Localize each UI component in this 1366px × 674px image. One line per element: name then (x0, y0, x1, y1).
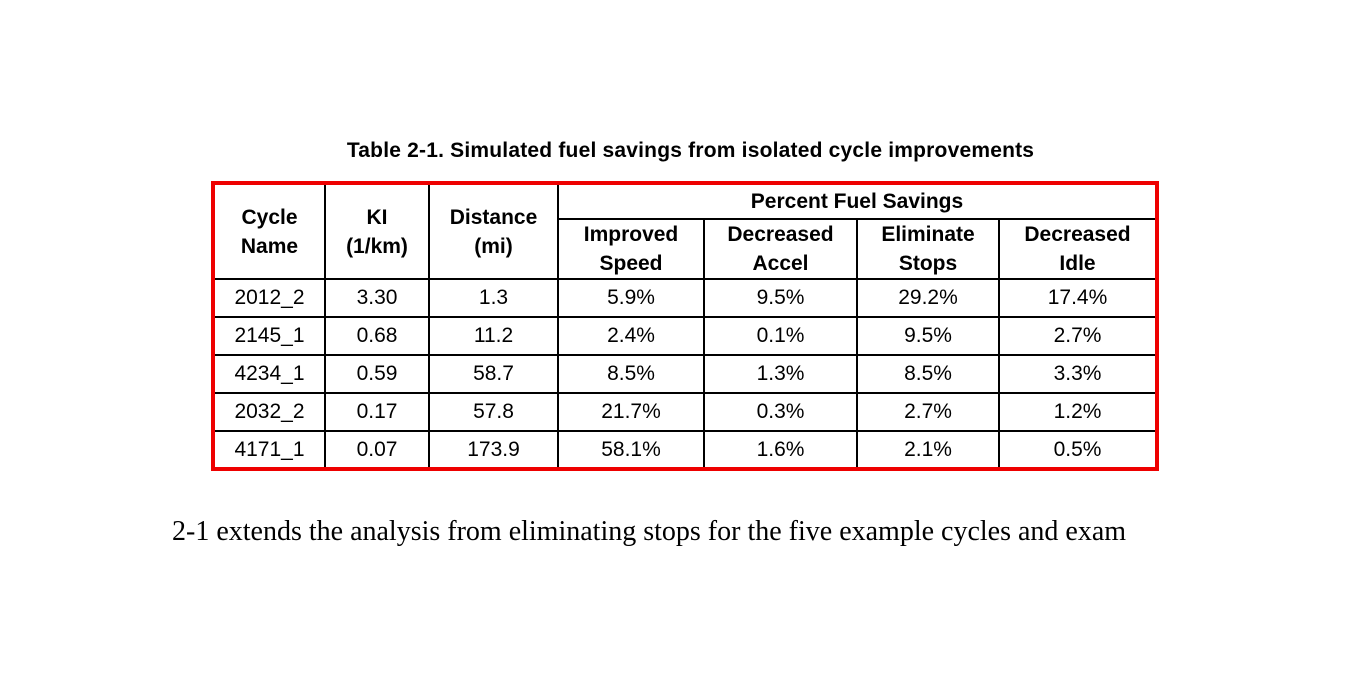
cell-decreased-accel: 0.3% (703, 392, 858, 432)
cell-ki: 0.07 (324, 430, 430, 470)
col-header-decreased-accel-line2: Accel (752, 252, 809, 275)
cell-decreased-idle: 17.4% (998, 278, 1158, 318)
col-header-ki-line2: (1/km) (346, 234, 408, 258)
cell-improved-speed: 2.4% (557, 316, 705, 356)
col-header-ki-line1: KI (366, 205, 388, 229)
col-header-decreased-idle: Decreased Idle (998, 218, 1158, 280)
col-header-decreased-accel-line1: Decreased (727, 223, 834, 246)
header-group-row: Cycle Name KI (1/km) Distance (mi) Perce… (212, 182, 1158, 280)
cell-decreased-accel: 1.3% (703, 354, 858, 394)
cell-decreased-idle: 2.7% (998, 316, 1158, 356)
col-header-improved-speed-line1: Improved (583, 223, 679, 246)
table-title: Table 2-1. Simulated fuel savings from i… (346, 139, 1035, 162)
cell-eliminate-stops: 8.5% (856, 354, 1000, 394)
cell-decreased-accel: 0.1% (703, 316, 858, 356)
col-header-distance: Distance (mi) (428, 182, 559, 280)
cell-eliminate-stops: 2.1% (856, 430, 1000, 470)
cell-decreased-accel: 1.6% (703, 430, 858, 470)
cell-ki: 0.17 (324, 392, 430, 432)
cell-cycle-name: 4234_1 (212, 354, 326, 394)
col-header-improved-speed: Improved Speed (557, 218, 705, 280)
table-row: 4171_1 0.07 173.9 58.1% 1.6% 2.1% 0.5% (212, 430, 1158, 470)
cell-ki: 0.59 (324, 354, 430, 394)
cell-distance: 1.3 (428, 278, 559, 318)
cell-distance: 58.7 (428, 354, 559, 394)
cell-improved-speed: 21.7% (557, 392, 705, 432)
col-header-cycle-name-line2: Name (240, 234, 299, 258)
cell-decreased-idle: 3.3% (998, 354, 1158, 394)
cell-cycle-name: 4171_1 (212, 430, 326, 470)
col-header-distance-line2: (mi) (474, 234, 513, 258)
body-text-fragment: 2-1 extends the analysis from eliminatin… (172, 516, 1127, 547)
cell-distance: 173.9 (428, 430, 559, 470)
cell-improved-speed: 58.1% (557, 430, 705, 470)
cell-improved-speed: 8.5% (557, 354, 705, 394)
col-header-eliminate-stops-line2: Stops (898, 252, 958, 275)
table-row: 2012_2 3.30 1.3 5.9% 9.5% 29.2% 17.4% (212, 278, 1158, 318)
cell-decreased-idle: 1.2% (998, 392, 1158, 432)
fuel-savings-table: Cycle Name KI (1/km) Distance (mi) Perce… (211, 181, 1159, 471)
cell-eliminate-stops: 9.5% (856, 316, 1000, 356)
header-sub-row: Improved Speed Decreased Accel Eliminate… (213, 218, 1158, 280)
cell-cycle-name: 2145_1 (212, 316, 326, 356)
col-header-decreased-idle-line2: Idle (1059, 252, 1096, 275)
cell-ki: 3.30 (324, 278, 430, 318)
cell-cycle-name: 2032_2 (212, 392, 326, 432)
col-header-distance-line1: Distance (449, 205, 538, 229)
col-header-ki: KI (1/km) (324, 182, 430, 280)
cell-eliminate-stops: 29.2% (856, 278, 1000, 318)
col-header-decreased-idle-line1: Decreased (1024, 223, 1131, 246)
col-header-cycle-name: Cycle Name (212, 182, 326, 280)
cell-ki: 0.68 (324, 316, 430, 356)
table-row: 4234_1 0.59 58.7 8.5% 1.3% 8.5% 3.3% (212, 354, 1158, 394)
col-header-eliminate-stops: Eliminate Stops (856, 218, 1000, 280)
cell-decreased-accel: 9.5% (703, 278, 858, 318)
col-header-decreased-accel: Decreased Accel (703, 218, 858, 280)
cell-decreased-idle: 0.5% (998, 430, 1158, 470)
col-header-eliminate-stops-line1: Eliminate (881, 223, 975, 246)
col-header-improved-speed-line2: Speed (599, 252, 663, 275)
cell-distance: 11.2 (428, 316, 559, 356)
cell-eliminate-stops: 2.7% (856, 392, 1000, 432)
col-group-percent-fuel-savings: Percent Fuel Savings (557, 182, 1158, 220)
cell-improved-speed: 5.9% (557, 278, 705, 318)
col-header-cycle-name-line1: Cycle (241, 205, 298, 229)
cell-distance: 57.8 (428, 392, 559, 432)
table-row: 2032_2 0.17 57.8 21.7% 0.3% 2.7% 1.2% (212, 392, 1158, 432)
cell-cycle-name: 2012_2 (212, 278, 326, 318)
table-row: 2145_1 0.68 11.2 2.4% 0.1% 9.5% 2.7% (212, 316, 1158, 356)
